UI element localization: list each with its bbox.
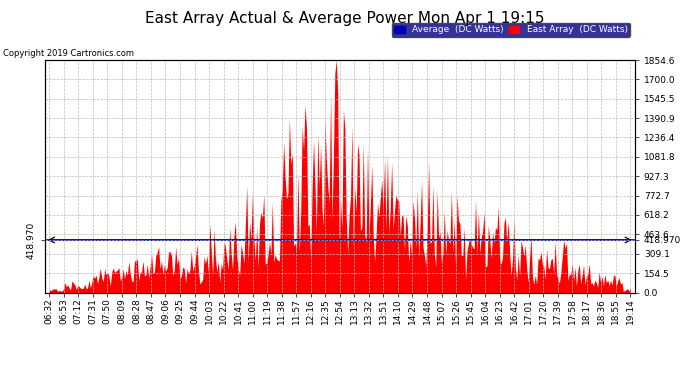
Text: Copyright 2019 Cartronics.com: Copyright 2019 Cartronics.com xyxy=(3,49,135,58)
Text: East Array Actual & Average Power Mon Apr 1 19:15: East Array Actual & Average Power Mon Ap… xyxy=(146,11,544,26)
Legend: Average  (DC Watts), East Array  (DC Watts): Average (DC Watts), East Array (DC Watts… xyxy=(392,22,630,37)
